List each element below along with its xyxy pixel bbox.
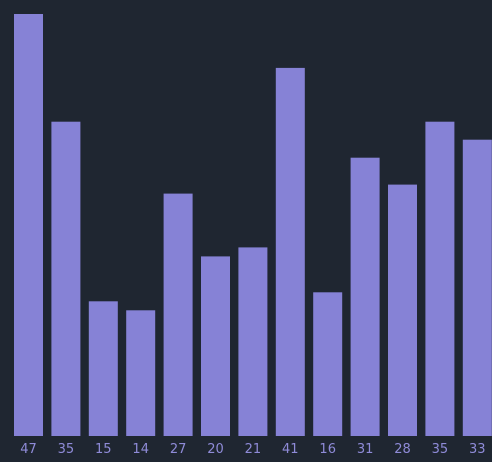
bar-47-0 <box>14 14 43 436</box>
bar-27-4 <box>163 193 193 436</box>
x-tick-label-0: 47 <box>20 442 37 457</box>
bar-28-10 <box>388 184 417 436</box>
bars-group <box>14 14 492 437</box>
x-tick-labels: 47 35 15 14 27 20 21 41 16 31 28 35 33 <box>20 442 485 457</box>
x-tick-label-3: 14 <box>132 442 149 457</box>
x-tick-label-7: 41 <box>282 442 299 457</box>
bar-14-3 <box>126 310 156 436</box>
x-tick-label-1: 35 <box>58 442 75 457</box>
x-tick-label-2: 15 <box>95 442 112 457</box>
x-tick-label-9: 31 <box>357 442 374 457</box>
bar-35-1 <box>51 121 81 436</box>
bar-20-5 <box>201 256 230 436</box>
bar-41-7 <box>275 67 305 437</box>
bar-35-11 <box>425 121 455 436</box>
bar-33-12 <box>462 139 492 436</box>
x-tick-label-11: 35 <box>432 442 449 457</box>
bar-16-8 <box>313 292 343 436</box>
bar-31-9 <box>350 157 380 436</box>
bar-21-6 <box>238 247 268 436</box>
x-tick-label-12: 33 <box>469 442 486 457</box>
x-tick-label-6: 21 <box>245 442 262 457</box>
bar-15-2 <box>88 301 118 436</box>
x-tick-label-5: 20 <box>207 442 224 457</box>
x-tick-label-8: 16 <box>319 442 336 457</box>
x-tick-label-10: 28 <box>394 442 411 457</box>
x-tick-label-4: 27 <box>170 442 187 457</box>
